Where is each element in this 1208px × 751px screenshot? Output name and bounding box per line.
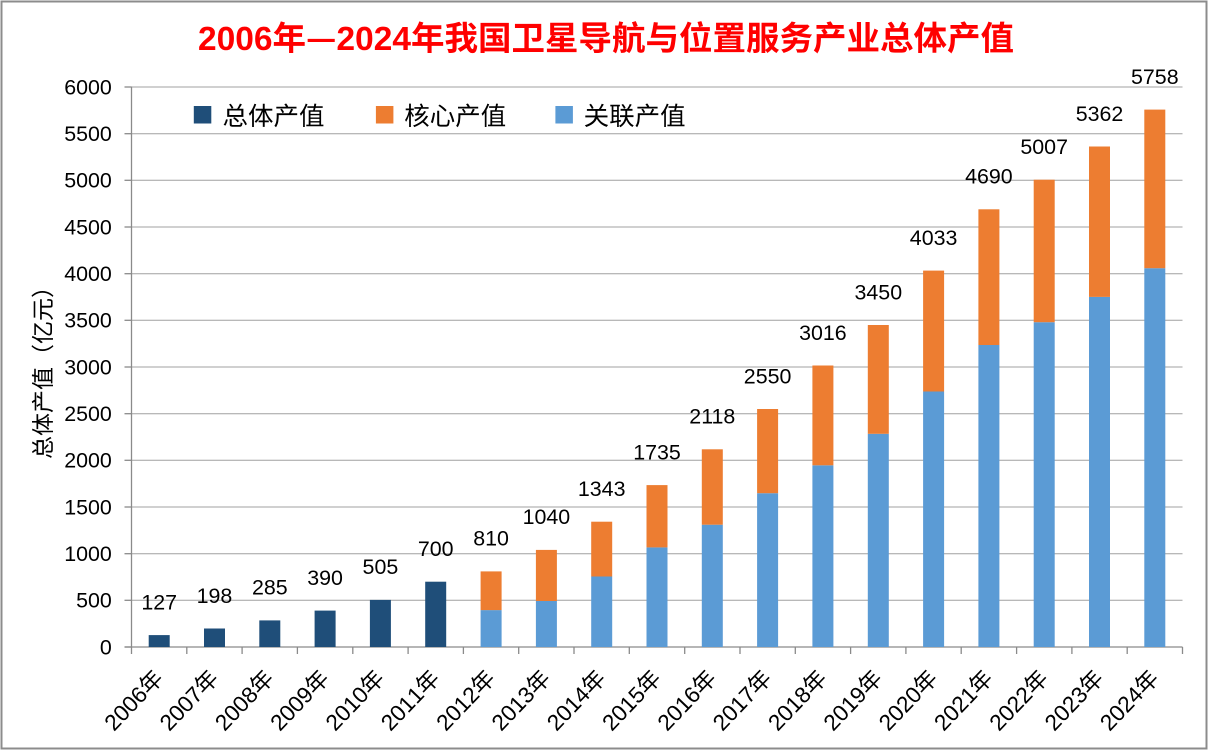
svg-text:505: 505 xyxy=(363,555,399,579)
svg-text:3500: 3500 xyxy=(64,309,112,333)
svg-text:1000: 1000 xyxy=(64,542,112,566)
svg-text:4500: 4500 xyxy=(64,215,112,239)
svg-text:4000: 4000 xyxy=(64,262,112,286)
svg-text:1500: 1500 xyxy=(64,495,112,519)
svg-text:810: 810 xyxy=(473,527,509,551)
svg-text:127: 127 xyxy=(141,590,177,614)
svg-text:700: 700 xyxy=(418,537,454,561)
svg-text:500: 500 xyxy=(76,589,112,613)
svg-text:5000: 5000 xyxy=(64,169,112,193)
svg-text:1343: 1343 xyxy=(578,477,626,501)
svg-text:0: 0 xyxy=(100,635,112,659)
svg-text:390: 390 xyxy=(307,566,343,590)
svg-text:3450: 3450 xyxy=(855,280,903,304)
svg-text:5500: 5500 xyxy=(64,122,112,146)
svg-text:198: 198 xyxy=(197,584,233,608)
svg-text:1040: 1040 xyxy=(523,505,571,529)
svg-text:1735: 1735 xyxy=(633,440,681,464)
svg-text:3016: 3016 xyxy=(799,321,847,345)
svg-text:3000: 3000 xyxy=(64,355,112,379)
svg-text:5007: 5007 xyxy=(1020,135,1068,159)
svg-text:5362: 5362 xyxy=(1076,102,1124,126)
svg-text:5758: 5758 xyxy=(1131,65,1179,89)
svg-text:285: 285 xyxy=(252,576,288,600)
svg-text:2000: 2000 xyxy=(64,449,112,473)
svg-text:2550: 2550 xyxy=(744,364,792,388)
svg-text:2500: 2500 xyxy=(64,402,112,426)
svg-text:6000: 6000 xyxy=(64,75,112,99)
svg-text:2118: 2118 xyxy=(689,405,735,429)
svg-text:4033: 4033 xyxy=(910,226,958,250)
svg-text:4690: 4690 xyxy=(965,165,1013,189)
